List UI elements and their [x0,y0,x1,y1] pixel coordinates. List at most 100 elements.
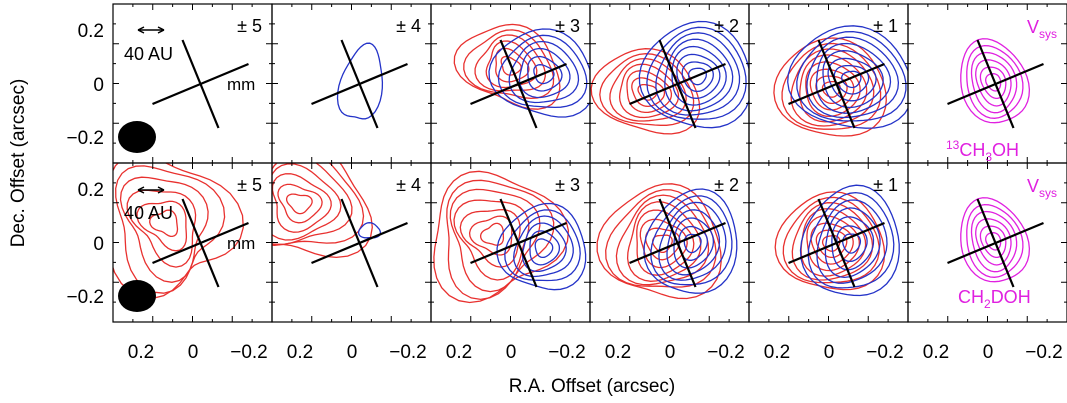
contour [626,201,702,282]
svg-text:Vsys: Vsys [1027,176,1057,200]
x-axis-title: R.A. Offset (arcsec) [509,376,675,397]
panel-r2-c1: ± 5 [112,162,273,323]
contour [639,218,688,269]
tick-marks [590,4,749,163]
contour [521,222,567,273]
panel-r1-c5: ± 1 [748,3,909,164]
contour [815,229,848,259]
x-tick-label: −0.2 [230,342,268,363]
contour [960,38,1031,124]
contour [773,37,887,137]
x-tick-labels: 0.2 0 −0.2 0.2 0 −0.2 0.2 0 −0.2 0.2 0 −0.2 0.2 0 −0.2… [128,342,1063,363]
scale-bar-label: 40 AU [124,203,173,223]
contour [272,163,353,246]
blue-contours [496,202,587,291]
velocity-label: ± 5 [237,175,262,195]
molecule-sub: 3 [985,150,992,164]
contour [841,70,862,89]
velocity-label: ± 2 [714,175,739,195]
panel-r1-c3: ± 3 [430,3,591,164]
contour [791,202,874,281]
contour [833,64,870,95]
blue-contours [488,28,590,118]
contour [681,61,714,93]
contour [638,20,749,129]
y-tick-label: 0 [93,75,104,96]
panel-r1-c2: ± 4 [271,3,432,164]
velocity-label: ± 1 [873,175,898,195]
contour [636,209,695,276]
contour [618,63,680,119]
y-tick-label: 0.2 [78,180,104,201]
contour [650,195,733,286]
contour [459,208,521,268]
red-contours [596,183,722,300]
blue-contours [643,188,738,294]
contour [975,59,1012,107]
tick-marks [431,163,590,322]
contour [979,225,1007,259]
vsys-text: V [1027,17,1039,37]
contour [664,38,734,112]
scale-bar-bottom: 40 AU mm [124,186,255,253]
x-tick-label: 0.2 [287,342,313,363]
contour [272,163,342,241]
x-tick-label: 0 [506,342,517,363]
x-tick-label: 0 [347,342,358,363]
contour [474,34,546,92]
velocity-label: ± 1 [873,16,898,36]
svg-text:13CH3OH: 13CH3OH [946,138,1019,164]
contour [985,232,1002,251]
disk-outflow-cross [470,198,567,288]
x-tick-label: 0.2 [128,342,154,363]
blue-contours [787,25,908,129]
magenta-contours [960,197,1031,283]
vsys-subscript: sys [1039,186,1057,200]
velocity-label: ± 4 [396,175,421,195]
contour [119,176,209,283]
x-tick-label: 0.2 [446,342,472,363]
contour [799,184,900,297]
contour [836,225,868,263]
velocity-label: ± 3 [555,16,580,36]
contour [605,189,717,288]
disk-outflow-cross [629,198,726,288]
x-tick-label: 0 [824,342,835,363]
y-tick-label: −0.2 [66,287,104,308]
contour [807,191,895,289]
contour [815,42,892,114]
mm-label: mm [227,75,255,94]
contour [508,40,580,104]
y-axis-title: Dec. Offset (arcsec) [8,79,29,248]
tick-marks [908,4,1067,163]
disk-outflow-cross [947,198,1044,288]
contour [643,188,738,294]
contour [113,163,244,299]
blue-contours [336,42,384,120]
contour [433,170,570,304]
y-tick-labels-top: 0.2 0 −0.2 [66,21,104,149]
contour [676,53,721,99]
contour [272,173,332,233]
molecule-pre: CH [958,287,984,307]
contour [781,42,882,130]
panel-r1-c4: ± 2 [589,3,750,164]
contour [966,44,1024,119]
scale-bar-top: 40 AU mm [124,26,255,94]
x-tick-label: 0 [665,342,676,363]
contour [655,32,741,116]
contour [513,215,574,278]
contour [533,64,555,85]
molecule-post: OH [992,140,1019,160]
panel-r2-c3: ± 3 [430,162,591,323]
disk-outflow-cross [311,198,408,288]
contour [671,45,727,106]
x-tick-label: 0 [188,342,199,363]
contour [518,47,571,99]
contour [985,73,1002,92]
contour [590,48,701,135]
x-tick-label: −0.2 [389,342,427,363]
contour [126,189,197,268]
contour [596,183,722,300]
